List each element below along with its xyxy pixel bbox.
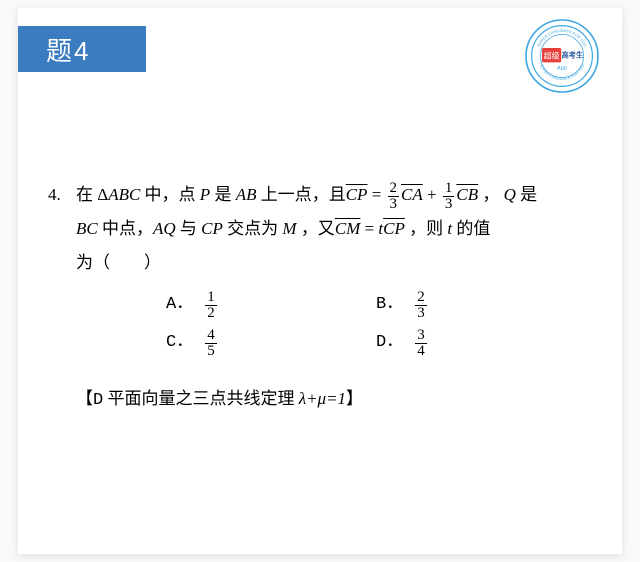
option-c: C．45 — [76, 326, 356, 360]
vector-cb: CB — [456, 185, 478, 204]
vector-cp: CP — [346, 185, 368, 204]
vector-cm: CM — [335, 219, 361, 238]
question-line-3: 为（ ） — [76, 246, 592, 280]
fraction-2-3: 23 — [388, 181, 400, 212]
title-text: 题4 — [46, 31, 90, 68]
option-row-1: A．12 B．23 — [76, 288, 592, 322]
option-a: A．12 — [76, 288, 356, 322]
fraction-1-3: 13 — [443, 181, 455, 212]
vector-ca: CA — [401, 185, 423, 204]
badge-app-text: App — [557, 66, 567, 72]
question-text-1: 在 ΔABC 中，点 P 是 AB 上一点，且CP = 23CA + 13CB … — [76, 178, 592, 212]
badge-box-text: 超级 — [544, 50, 560, 60]
badge-logo: SUPER CANDIDATE FOR YOU SUPER CANDIDATE … — [522, 16, 602, 96]
badge-side-text: 高考生 — [562, 51, 584, 60]
question-line-1: 4. 在 ΔABC 中，点 P 是 AB 上一点，且CP = 23CA + 13… — [48, 178, 592, 212]
answer-block: 【D 平面向量之三点共线定理 λ+μ=1】 — [76, 382, 592, 418]
title-bar: 题4 — [18, 26, 146, 72]
question-content: 4. 在 ΔABC 中，点 P 是 AB 上一点，且CP = 23CA + 13… — [48, 178, 592, 418]
question-number: 4. — [48, 178, 76, 212]
page-container: 题4 SUPER CANDIDATE FOR YOU SUPER CANDIDA… — [18, 8, 622, 554]
vector-cp-2: CP — [383, 219, 405, 238]
option-row-2: C．45 D．34 — [76, 326, 592, 360]
option-b: B．23 — [356, 288, 429, 322]
question-line-2: BC 中点，AQ 与 CP 交点为 M ，又CM = tCP ，则 t 的值 — [76, 212, 592, 246]
options-block: A．12 B．23 C．45 D．34 — [76, 288, 592, 360]
option-d: D．34 — [356, 326, 429, 360]
